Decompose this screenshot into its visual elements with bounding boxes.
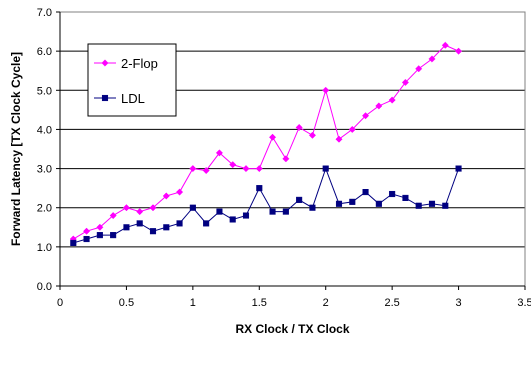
data-point-square xyxy=(242,212,250,219)
data-point-diamond xyxy=(189,165,197,173)
data-point-square xyxy=(389,190,396,198)
data-point-square xyxy=(269,208,276,215)
y-tick-label: 5.0 xyxy=(37,85,52,97)
data-point-square xyxy=(322,165,329,172)
x-tick-label: 3 xyxy=(456,297,462,309)
legend-item: 2-Flop xyxy=(94,56,158,71)
data-point-diamond xyxy=(375,102,383,110)
data-point-square xyxy=(149,228,157,235)
data-point-square xyxy=(402,194,409,201)
data-point-diamond xyxy=(322,86,330,94)
data-point-square xyxy=(349,198,356,205)
data-point-diamond xyxy=(348,125,356,133)
data-point-diamond xyxy=(83,227,91,235)
series-2-flop xyxy=(69,41,463,243)
y-tick-label: 1.0 xyxy=(37,242,52,254)
legend-label: 2-Flop xyxy=(121,56,158,71)
data-point-diamond xyxy=(282,155,290,163)
data-point-square xyxy=(415,202,422,209)
legend-item: LDL xyxy=(94,91,145,106)
data-point-diamond xyxy=(202,166,210,175)
data-point-square xyxy=(309,204,316,211)
data-point-diamond xyxy=(388,96,396,104)
data-point-diamond xyxy=(122,204,130,212)
data-point-square xyxy=(96,232,103,239)
y-axis-title: Forward Latency [TX Clock Cycle] xyxy=(9,52,23,246)
y-tick-label: 6.0 xyxy=(37,46,52,58)
data-point-diamond xyxy=(295,123,303,132)
data-point-square xyxy=(203,220,210,227)
data-point-diamond xyxy=(441,41,449,49)
x-axis-title: RX Clock / TX Clock xyxy=(235,322,349,336)
y-tick-label: 7.0 xyxy=(37,7,52,19)
data-point-diamond xyxy=(269,133,277,141)
data-point-square xyxy=(229,216,236,223)
data-point-square xyxy=(442,202,449,209)
legend: 2-Flop LDL xyxy=(87,43,177,117)
legend-label: LDL xyxy=(121,91,145,106)
data-point-square xyxy=(70,239,77,246)
data-point-square xyxy=(163,224,170,231)
data-point-square xyxy=(256,185,263,192)
x-tick-label: 3.5 xyxy=(517,297,531,309)
data-point-diamond xyxy=(362,112,370,120)
legend-items: 2-Flop LDL xyxy=(94,56,158,106)
series-line xyxy=(73,167,460,244)
data-point-square xyxy=(136,220,143,227)
data-point-diamond xyxy=(401,78,409,87)
data-point-diamond xyxy=(176,188,184,196)
x-tick-label: 0.5 xyxy=(119,297,134,309)
data-point-diamond xyxy=(96,223,104,231)
data-point-diamond xyxy=(109,211,117,220)
data-point-square xyxy=(375,200,382,207)
x-tick-label: 2.5 xyxy=(384,297,399,309)
data-point-diamond xyxy=(242,165,250,173)
data-point-square xyxy=(110,232,117,239)
data-point-square xyxy=(176,220,183,227)
data-point-square xyxy=(455,165,462,172)
y-tick-label: 0.0 xyxy=(37,281,52,293)
data-point-diamond xyxy=(101,59,109,67)
data-point-diamond xyxy=(335,135,343,143)
data-point-diamond xyxy=(136,208,144,216)
data-point-square xyxy=(101,94,109,102)
y-tick-label: 3.0 xyxy=(37,164,52,176)
x-tick-label: 0 xyxy=(57,297,63,309)
x-tick-label: 2 xyxy=(323,297,329,309)
data-point-square xyxy=(335,200,343,207)
data-point-diamond xyxy=(162,192,170,200)
data-point-square xyxy=(296,196,303,203)
data-point-square xyxy=(216,208,223,215)
y-tick-label: 2.0 xyxy=(37,203,52,215)
x-tick-label: 1 xyxy=(190,297,196,309)
data-point-diamond xyxy=(308,131,316,139)
x-tick-label: 1.5 xyxy=(252,297,267,309)
data-point-square xyxy=(362,189,369,196)
data-point-square xyxy=(428,200,436,207)
data-point-square xyxy=(83,235,90,243)
data-point-diamond xyxy=(229,161,237,169)
data-point-diamond xyxy=(455,47,463,55)
data-point-square xyxy=(123,224,130,231)
series-ldl xyxy=(70,165,462,246)
data-point-diamond xyxy=(255,165,263,173)
data-point-square xyxy=(189,204,196,211)
data-point-square xyxy=(282,208,289,215)
axis-layer: 0.0 1.0 2.0 3.0 4.0 5.0 6.0 7.0 0 0.5 1 1.5 2 2.5 3 3.5 xyxy=(37,7,531,309)
legend-box xyxy=(87,43,177,117)
data-point-diamond xyxy=(215,149,223,157)
data-point-diamond xyxy=(428,55,436,63)
data-point-diamond xyxy=(415,65,423,73)
y-tick-label: 4.0 xyxy=(37,124,52,136)
series-layer xyxy=(69,41,463,246)
data-point-diamond xyxy=(149,204,157,212)
